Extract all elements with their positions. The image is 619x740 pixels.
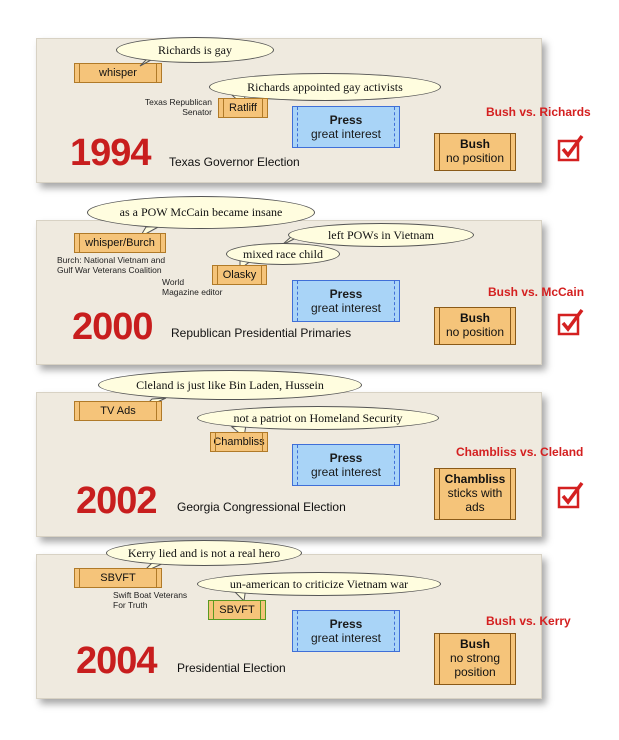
- press-subtitle: great interest: [310, 127, 382, 141]
- speech-bubble: as a POW McCain became insane: [87, 196, 315, 229]
- speech-bubble: Richards appointed gay activists: [209, 73, 441, 101]
- press-title: Press: [329, 451, 363, 465]
- election-year: 1994: [70, 132, 152, 174]
- position-title: Chambliss: [444, 472, 506, 486]
- press-box: Press great interest: [292, 106, 400, 148]
- election-year: 2004: [76, 640, 158, 682]
- press-box: Press great interest: [292, 280, 400, 322]
- position-title: Bush: [460, 311, 490, 325]
- agent-note: Texas Republican Senator: [144, 97, 212, 117]
- agent-box: SBVFT: [208, 600, 266, 620]
- position-subtitle: sticks with ads: [447, 486, 503, 514]
- press-subtitle: great interest: [310, 301, 382, 315]
- election-title: Texas Governor Election: [169, 155, 300, 169]
- position-box: Chambliss sticks with ads: [434, 468, 516, 520]
- checkbox-check-icon: [557, 134, 584, 162]
- press-title: Press: [329, 287, 363, 301]
- election-year: 2000: [72, 306, 154, 348]
- panel-2002: Cleland is just like Bin Laden, Hussein …: [0, 365, 619, 543]
- matchup-label: Bush vs. Richards: [486, 105, 591, 119]
- press-box: Press great interest: [292, 610, 400, 652]
- speech-bubble: Richards is gay: [116, 37, 274, 63]
- position-title: Bush: [460, 637, 490, 651]
- speech-bubble: left POWs in Vietnam: [288, 223, 474, 247]
- speech-bubble: un-american to criticize Vietnam war: [197, 572, 441, 596]
- source-note: Swift Boat Veterans For Truth: [113, 590, 188, 610]
- matchup-label: Bush vs. Kerry: [486, 614, 571, 628]
- panel-2004: Kerry lied and is not a real hero SBVFT …: [0, 540, 619, 740]
- press-subtitle: great interest: [310, 465, 382, 479]
- matchup-label: Bush vs. McCain: [488, 285, 585, 299]
- election-title: Republican Presidential Primaries: [171, 326, 352, 340]
- position-subtitle: no strong position: [449, 651, 501, 679]
- matchup-label: Chambliss vs. Cleland: [456, 445, 584, 459]
- press-subtitle: great interest: [310, 631, 382, 645]
- source-note: Burch: National Vietnam and Gulf War Vet…: [57, 255, 166, 275]
- press-title: Press: [329, 113, 363, 127]
- speech-bubble: mixed race child: [226, 243, 340, 265]
- source-box: whisper: [74, 63, 162, 83]
- panel-1994: whisper Richards is gay Richards appoint…: [0, 0, 619, 185]
- press-box: Press great interest: [292, 444, 400, 486]
- source-box: SBVFT: [74, 568, 162, 588]
- source-box: whisper/Burch: [74, 233, 166, 253]
- election-year: 2002: [76, 480, 158, 522]
- position-subtitle: no position: [445, 151, 505, 165]
- position-box: Bush no strong position: [434, 633, 516, 685]
- position-box: Bush no position: [434, 133, 516, 171]
- speech-bubble: Cleland is just like Bin Laden, Hussein: [98, 370, 362, 400]
- speech-bubble: Kerry lied and is not a real hero: [106, 540, 302, 566]
- press-title: Press: [329, 617, 363, 631]
- agent-box: Olasky: [212, 265, 267, 285]
- agent-note: World Magazine editor: [162, 277, 223, 297]
- checkbox-check-icon: [557, 308, 584, 336]
- agent-box: Chambliss: [210, 432, 268, 452]
- source-box: TV Ads: [74, 401, 162, 421]
- checkbox-check-icon: [557, 481, 584, 509]
- panel-2000: as a POW McCain became insane whisper/Bu…: [0, 185, 619, 365]
- speech-bubble: not a patriot on Homeland Security: [197, 406, 439, 430]
- agent-box: Ratliff: [218, 98, 268, 118]
- election-title: Presidential Election: [177, 661, 286, 675]
- position-subtitle: no position: [445, 325, 505, 339]
- position-box: Bush no position: [434, 307, 516, 345]
- election-title: Georgia Congressional Election: [177, 500, 346, 514]
- position-title: Bush: [460, 137, 490, 151]
